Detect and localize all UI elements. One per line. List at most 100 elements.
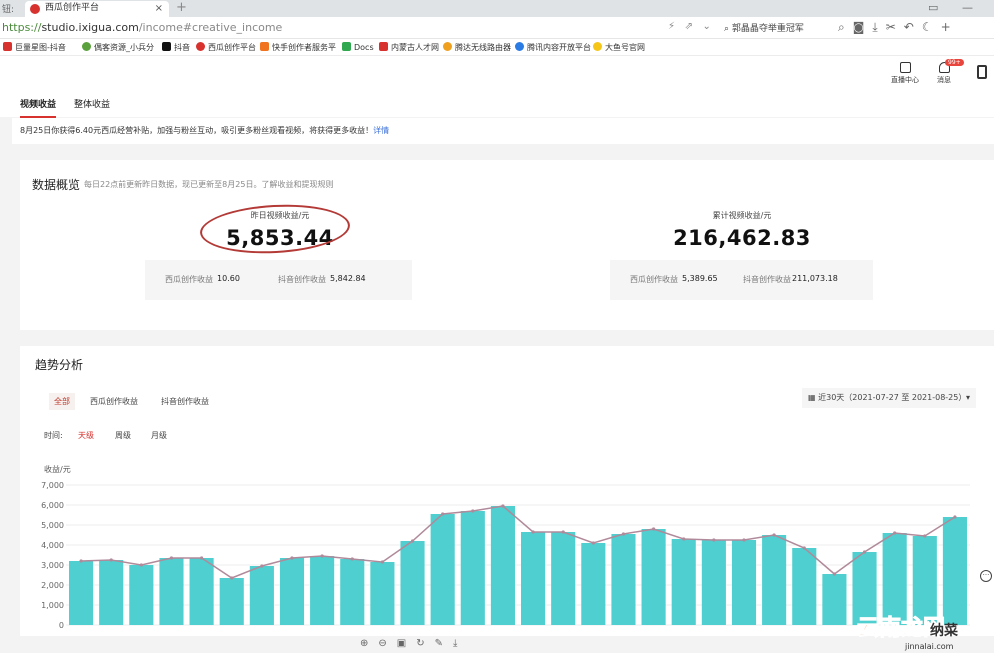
- bookmark-item[interactable]: 内蒙古人才网: [379, 42, 439, 53]
- trend-point: [471, 509, 475, 513]
- trend-point: [79, 559, 83, 563]
- time-label: 时间:: [44, 431, 63, 440]
- trend-point: [109, 558, 113, 562]
- cut-icon[interactable]: ✂: [885, 20, 904, 34]
- trend-point: [320, 554, 324, 558]
- more-options-icon[interactable]: ···: [980, 570, 992, 582]
- total-income-label: 累计视频收益/元: [712, 211, 772, 220]
- time-monthly[interactable]: 月级: [151, 431, 167, 440]
- undo-icon[interactable]: ↶: [903, 20, 922, 34]
- tab-video-income[interactable]: 视频收益: [20, 97, 57, 118]
- minimize-window-icon[interactable]: —: [962, 1, 973, 14]
- download-icon[interactable]: ⤓: [872, 20, 886, 34]
- bookmark-label: 西瓜创作平台: [208, 43, 256, 52]
- bookmark-favicon-icon: [3, 42, 12, 51]
- time-weekly[interactable]: 周级: [115, 431, 131, 440]
- chart-bar: [219, 578, 244, 625]
- bookmark-item[interactable]: 抖音: [162, 42, 190, 53]
- trend-point: [561, 530, 565, 534]
- trend-point: [531, 530, 535, 534]
- chart-bar: [581, 543, 606, 625]
- y-tick-label: 4,000: [41, 541, 64, 550]
- y-tick-label: 5,000: [41, 521, 64, 530]
- zoom-in-icon[interactable]: ⊕: [360, 638, 379, 649]
- income-trend-chart: 0 1,000 2,000 3,000 4,000 5,000 6,000 7,000: [41, 481, 970, 630]
- chart-bar: [792, 548, 817, 625]
- bell-icon: [938, 62, 950, 73]
- moon-icon[interactable]: ☾: [921, 20, 941, 34]
- close-tab-icon[interactable]: ×: [154, 3, 163, 14]
- bookmark-item[interactable]: 西瓜创作平台: [196, 42, 256, 53]
- zoom-out-icon[interactable]: ⊖: [378, 638, 397, 649]
- bookmark-label: Docs: [354, 43, 374, 52]
- messages-label: 消息: [937, 76, 951, 84]
- filter-douyin[interactable]: 抖音创作收益: [161, 397, 209, 406]
- date-range-picker[interactable]: ▦ 近30天（2021-07-27 至 2021-08-25） ▾: [802, 388, 976, 408]
- active-tab[interactable]: 西瓜创作平台 ×: [25, 1, 169, 17]
- bookmark-label: 快手创作者服务平: [272, 43, 336, 52]
- live-center-label: 直播中心: [891, 76, 919, 84]
- bookmarks-bar: 巨量星图-抖音 偶客资源_小兵分 抖音 西瓜创作平台 快手创作者服务平 Docs…: [0, 39, 994, 56]
- active-tab-label: 西瓜创作平台: [45, 3, 100, 13]
- overview-card: 数据概览 每日22点前更新昨日数据，现已更新至8月25日。了解收益和提现规则 昨…: [20, 160, 994, 330]
- overview-subtitle[interactable]: 每日22点前更新昨日数据，现已更新至8月25日。了解收益和提现规则: [84, 180, 334, 189]
- search-icon[interactable]: ⌕: [838, 20, 853, 34]
- add-icon[interactable]: +: [940, 20, 959, 34]
- trash-icon[interactable]: [977, 65, 987, 79]
- restore-window-icon[interactable]: ▭: [928, 1, 939, 14]
- chart-bar: [912, 536, 937, 625]
- filter-xigua[interactable]: 西瓜创作收益: [90, 397, 138, 406]
- trend-point: [923, 534, 927, 538]
- search-suggestion-text: 郭晶晶夺举重冠军: [731, 24, 804, 34]
- address-bar[interactable]: https://studio.ixigua.com/income#creativ…: [0, 17, 994, 39]
- live-center-button[interactable]: 直播中心: [891, 62, 919, 85]
- chart-bar: [611, 534, 636, 625]
- trend-point: [380, 560, 384, 564]
- chevron-down-icon[interactable]: ⌄: [702, 21, 711, 32]
- bookmark-item[interactable]: 巨量星图-抖音: [3, 42, 66, 53]
- trend-title: 趋势分析: [35, 358, 84, 372]
- download-icon[interactable]: ⤓: [453, 638, 468, 649]
- douyin-income-label: 抖音创作收益: [278, 275, 326, 284]
- bookmark-favicon-icon: [162, 42, 171, 51]
- bookmark-favicon-icon: [443, 42, 452, 51]
- url-host: studio.ixigua.com: [41, 21, 139, 34]
- notice-text: 8月25日你获得6.40元西瓜经营补贴，加强与粉丝互动，吸引更多粉丝观看视频，将…: [20, 126, 374, 135]
- income-tabs: 视频收益 整体收益: [0, 92, 994, 118]
- bolt-icon[interactable]: ⚡: [668, 21, 676, 32]
- url-field[interactable]: https://studio.ixigua.com/income#creativ…: [2, 21, 282, 34]
- trend-point: [230, 576, 234, 580]
- trend-line: [81, 505, 956, 579]
- chart-bar: [189, 558, 214, 625]
- time-daily[interactable]: 天级: [78, 431, 94, 440]
- new-tab-icon[interactable]: +: [176, 0, 187, 15]
- bookmark-item[interactable]: 大鱼号官网: [593, 42, 645, 53]
- bookmark-label: 抖音: [174, 43, 190, 52]
- search-suggestion[interactable]: ⌕ 郭晶晶夺举重冠军: [724, 21, 804, 34]
- trend-point: [501, 504, 505, 508]
- bookmark-item[interactable]: 腾讯内容开放平台: [515, 42, 591, 53]
- notice-details-link[interactable]: 详情: [373, 126, 390, 135]
- chart-y-unit: 收益/元: [44, 465, 71, 474]
- bookmark-label: 巨量星图-抖音: [15, 43, 66, 52]
- previous-tab[interactable]: 钮:: [2, 5, 15, 15]
- fit-icon[interactable]: ▣: [396, 638, 417, 649]
- image-viewer-toolbar: ⊕⊖▣↻✎⤓: [360, 638, 510, 653]
- trend-point: [652, 527, 656, 531]
- bookmark-item[interactable]: Docs: [342, 42, 374, 52]
- filter-all[interactable]: 全部: [49, 393, 75, 410]
- gamepad-icon[interactable]: ◙: [852, 20, 873, 34]
- tv-icon: [899, 62, 911, 73]
- rotate-icon[interactable]: ↻: [416, 638, 435, 649]
- messages-button[interactable]: 99+ 消息: [937, 59, 964, 85]
- edit-icon[interactable]: ✎: [434, 638, 454, 649]
- yesterday-income-value: 5,853.44: [226, 226, 334, 250]
- bookmark-item[interactable]: 偶客资源_小兵分: [82, 42, 154, 53]
- bookmark-item[interactable]: 腾达无线路由器: [443, 42, 511, 53]
- share-icon[interactable]: ⇗: [684, 21, 693, 32]
- tab-overall-income[interactable]: 整体收益: [74, 100, 111, 110]
- bookmark-label: 腾达无线路由器: [455, 43, 511, 52]
- bookmark-favicon-icon: [342, 42, 351, 51]
- chart-bar: [882, 533, 907, 625]
- bookmark-item[interactable]: 快手创作者服务平: [260, 42, 336, 53]
